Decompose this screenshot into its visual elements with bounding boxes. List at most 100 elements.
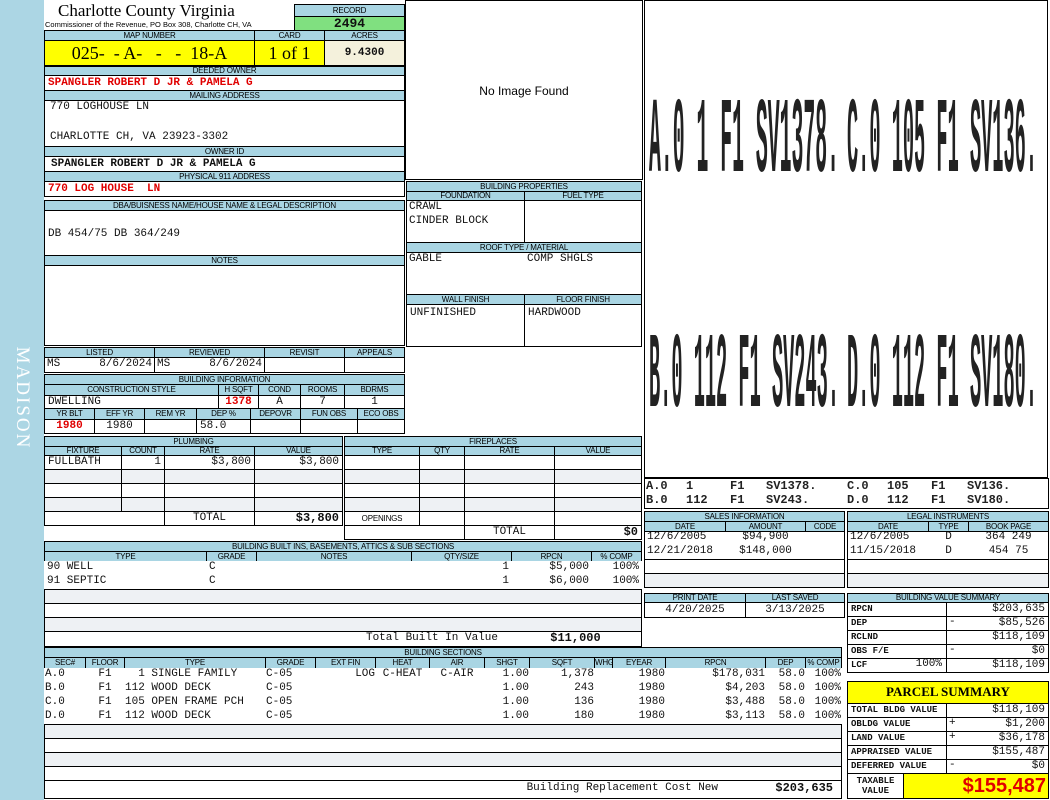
fireplace-cell	[554, 455, 642, 470]
map-number: 025- - A- - - 18-A	[44, 40, 255, 66]
fireplace-openings-value	[554, 511, 642, 526]
wall-finish: UNFINISHED	[406, 304, 525, 347]
building-sketch: A.0 1 F1 SV1378. C.0 105 F1 SV136. B.0 112…	[644, 0, 1048, 478]
fireplace-cell	[554, 497, 642, 512]
section-cell: 1 SINGLE FAMILY	[124, 668, 266, 683]
print-date: 4/20/2025	[644, 602, 746, 618]
parcel-summary-value: $155,487	[946, 745, 1049, 760]
fireplace-cell	[464, 469, 555, 484]
sketch-legend-text: C.0	[847, 479, 869, 493]
fireplace-cell	[554, 483, 642, 498]
bedrooms: 1	[344, 395, 405, 409]
building-info-eco-obs	[357, 419, 405, 434]
section-row-empty	[44, 724, 842, 739]
legal-cell: 11/15/2018	[847, 545, 929, 560]
parcel-summary-label: DEFERRED VALUE	[847, 759, 947, 774]
section-cell: 58.0	[765, 696, 806, 711]
value-summary-value: $85,526	[946, 616, 1049, 631]
plumbing-cell: FULLBATH	[44, 455, 122, 470]
built-in-cell	[256, 575, 412, 590]
legal-frame	[847, 531, 1049, 588]
plumbing-cell	[254, 497, 343, 512]
legal-cell: 364 249	[968, 531, 1049, 546]
sketch-area-label: B.0 112 F1 SV243.	[649, 318, 839, 439]
value-summary-value: $118,109	[946, 658, 1049, 673]
section-cell: F1	[85, 696, 125, 711]
value-summary-extra: 100%	[915, 658, 942, 670]
sections-total: $203,635	[775, 781, 833, 795]
plumbing-cell: $3,800	[254, 455, 343, 470]
plumbing-cell	[254, 469, 343, 484]
parcel-summary-label: OBLDG VALUE	[847, 717, 947, 732]
built-in-row-empty	[44, 603, 642, 618]
section-cell: 58.0	[765, 682, 806, 697]
section-row-empty	[44, 738, 842, 753]
building-info-dep: 58.0	[196, 419, 251, 434]
section-cell: 1.00	[484, 668, 530, 683]
parcel-summary-label: LAND VALUE	[847, 731, 947, 746]
card-number: 1 of 1	[254, 40, 325, 66]
value-summary-label: RPCN	[847, 602, 947, 617]
section-cell: 1980	[612, 668, 666, 683]
built-in-cell: C	[206, 575, 257, 590]
section-cell: C-AIR	[429, 668, 485, 683]
roof-material: COMP SHGLS	[527, 253, 594, 265]
section-cell: C-05	[265, 682, 316, 697]
section-cell	[315, 682, 376, 697]
section-cell	[594, 668, 613, 683]
section-cell: F1	[85, 668, 125, 683]
parcel-summary-title: PARCEL SUMMARY	[847, 681, 1049, 704]
plumbing-cell	[121, 469, 165, 484]
fireplace-total-spacer	[344, 525, 465, 540]
section-cell	[429, 710, 485, 725]
acres-value: 9.4300	[324, 40, 405, 66]
section-cell: 100%	[805, 696, 842, 711]
built-in-row-empty	[44, 617, 642, 632]
section-cell: 112 WOOD DECK	[124, 710, 266, 725]
sales-cell: $148,000	[725, 545, 806, 560]
fireplace-cell	[554, 469, 642, 484]
plumbing-cell	[121, 483, 165, 498]
parcel-summary-value: $36,178	[946, 731, 1049, 746]
section-cell: 100%	[805, 682, 842, 697]
fireplace-openings-rate	[464, 511, 555, 526]
built-in-row-empty	[44, 589, 642, 604]
value-summary-label: LCF	[847, 658, 947, 673]
section-cell: C-HEAT	[375, 668, 430, 683]
plumbing-cell	[121, 497, 165, 512]
built-ins-total-label: Total Built In Value	[365, 632, 498, 644]
photo-placeholder: No Image Found	[405, 0, 643, 180]
fireplace-cell	[419, 497, 465, 512]
fireplace-cell	[344, 497, 420, 512]
foundation-box	[406, 200, 525, 243]
mailing-line-2: CHARLOTTE CH, VA 23923-3302	[50, 131, 229, 143]
section-cell: C-05	[265, 668, 316, 683]
built-in-cell: 100%	[591, 561, 642, 576]
section-cell: $178,031	[665, 668, 766, 683]
value-summary-sign: -	[949, 644, 956, 656]
fireplace-cell	[464, 483, 555, 498]
built-in-cell: $6,000	[511, 575, 592, 590]
page-title: Charlotte County Virginia	[58, 1, 235, 20]
sketch-legend-text: 112	[686, 493, 708, 507]
section-cell: A.0	[44, 668, 86, 683]
plumbing-total: $3,800	[254, 511, 343, 526]
sketch-legend	[644, 478, 1049, 509]
section-cell	[375, 696, 430, 711]
record-number: 2494	[294, 16, 405, 31]
notes-text	[44, 265, 405, 346]
section-cell: 100%	[805, 710, 842, 725]
section-cell: F1	[85, 710, 125, 725]
section-cell: D.0	[44, 710, 86, 725]
value-summary-label: OBS F/E	[847, 644, 947, 659]
value-summary-value: $203,635	[946, 602, 1049, 617]
sales-frame	[644, 531, 845, 588]
sketch-area-label: A.0 1 F1 SV1378.	[649, 83, 839, 204]
built-in-cell: 90 WELL	[44, 561, 207, 576]
fuel-type	[524, 200, 642, 243]
sketch-legend-text: SV180.	[967, 493, 1011, 507]
plumbing-cell	[164, 469, 255, 484]
mailing-address-box	[44, 100, 405, 147]
last-saved: 3/13/2025	[745, 602, 845, 618]
section-cell: 1980	[612, 682, 666, 697]
